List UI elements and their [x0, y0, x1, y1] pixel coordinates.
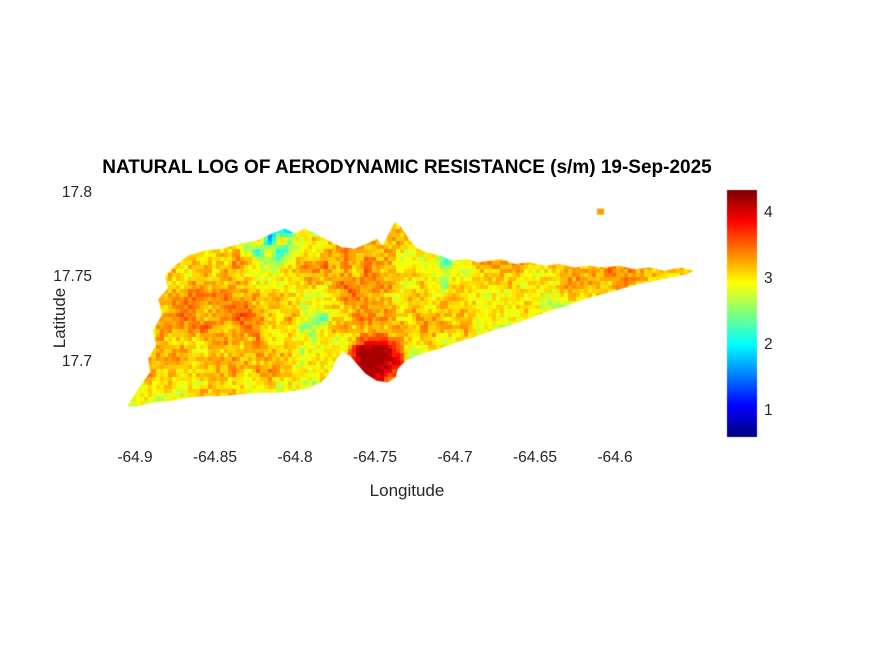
x-tick-label: -64.9	[117, 449, 153, 466]
x-tick-label: -64.7	[437, 449, 473, 466]
y-tick-label: 17.7	[61, 353, 92, 370]
colorbar-tick-label: 4	[764, 204, 773, 221]
y-axis-label: Latitude	[50, 287, 69, 349]
colorbar-tick-label: 2	[764, 336, 773, 353]
chart-title: NATURAL LOG OF AERODYNAMIC RESISTANCE (s…	[102, 157, 712, 178]
x-axis-label: Longitude	[369, 481, 445, 500]
x-tick-label: -64.6	[597, 449, 633, 466]
x-tick-label: -64.85	[193, 449, 237, 466]
x-tick-label: -64.65	[513, 449, 557, 466]
x-tick-label: -64.75	[353, 449, 397, 466]
y-tick-label: 17.75	[53, 268, 92, 285]
colorbar-tick-label: 3	[764, 270, 773, 287]
y-tick-label: 17.8	[61, 184, 92, 201]
x-tick-label: -64.8	[277, 449, 313, 466]
colorbar-tick-label: 1	[764, 402, 773, 419]
